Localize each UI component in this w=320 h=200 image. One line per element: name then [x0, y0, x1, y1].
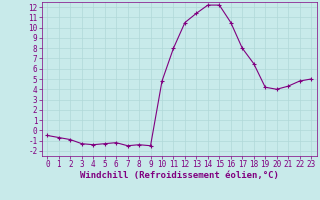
X-axis label: Windchill (Refroidissement éolien,°C): Windchill (Refroidissement éolien,°C)	[80, 171, 279, 180]
